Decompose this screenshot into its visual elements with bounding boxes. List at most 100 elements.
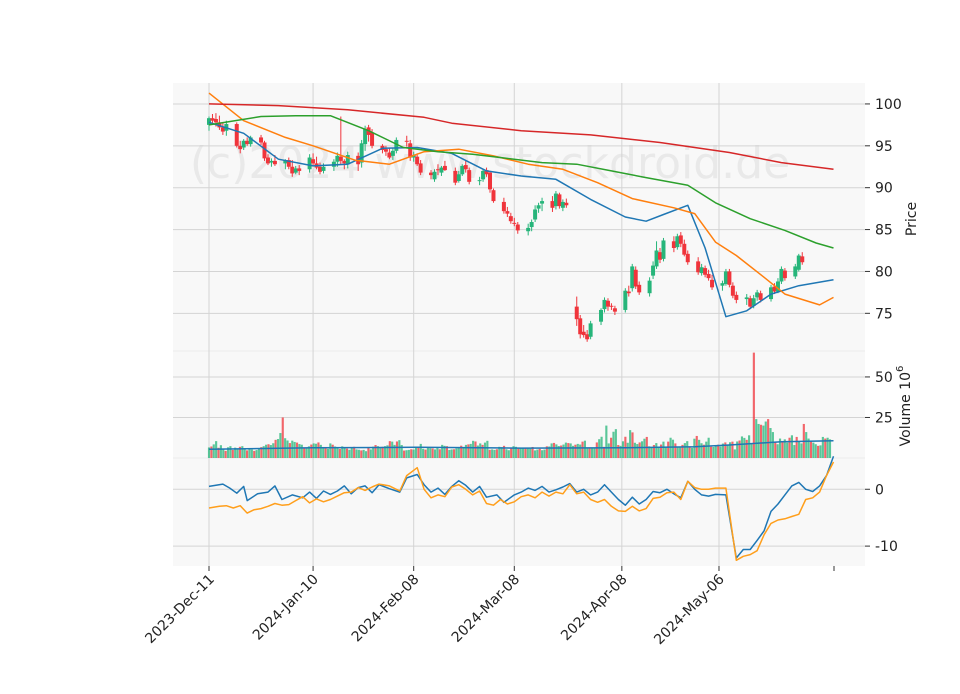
volume-bar bbox=[564, 442, 567, 458]
volume-bar bbox=[388, 441, 391, 458]
volume-bar bbox=[750, 443, 753, 458]
candle-body bbox=[307, 157, 312, 170]
volume-bar bbox=[648, 446, 651, 458]
moving-average-line bbox=[208, 114, 834, 249]
volume-bar bbox=[460, 445, 463, 458]
volume-bar bbox=[800, 443, 803, 458]
volume-bar bbox=[374, 445, 377, 458]
volume-bar bbox=[812, 442, 815, 458]
volume-bar bbox=[717, 444, 720, 458]
volume-bar bbox=[631, 432, 634, 458]
volume-bar bbox=[307, 446, 311, 458]
candle-body bbox=[536, 205, 541, 209]
volume-bar bbox=[291, 440, 294, 458]
volume-bar bbox=[595, 442, 598, 458]
candle-body bbox=[720, 283, 725, 286]
candle-body bbox=[540, 201, 545, 204]
volume-bar bbox=[398, 440, 401, 458]
volume-bar bbox=[633, 442, 636, 458]
volume-bar bbox=[469, 443, 472, 458]
volume-bar bbox=[767, 419, 770, 458]
candle-body bbox=[411, 155, 416, 158]
volume-bar bbox=[690, 447, 694, 458]
volume-bar bbox=[212, 444, 215, 458]
volume-bar bbox=[736, 441, 739, 458]
volume-bar bbox=[476, 445, 479, 458]
candle-body bbox=[463, 165, 468, 170]
volume-bar bbox=[305, 447, 308, 458]
volume-bar bbox=[643, 438, 646, 458]
volume-bar bbox=[272, 443, 275, 458]
candle-body bbox=[453, 170, 458, 183]
volume-bar bbox=[774, 441, 777, 458]
volume-bar bbox=[521, 448, 525, 458]
volume-bar bbox=[262, 446, 265, 458]
volume-bar bbox=[250, 449, 253, 458]
volume-bar bbox=[655, 443, 658, 458]
volume-bar bbox=[326, 448, 330, 458]
volume-bar bbox=[776, 444, 779, 458]
volume-bar bbox=[783, 439, 786, 458]
volume-bar bbox=[260, 447, 263, 458]
volume-bar bbox=[236, 448, 239, 458]
volume-bar bbox=[231, 449, 234, 458]
moving-average-line bbox=[208, 92, 834, 306]
volume-bar bbox=[474, 441, 477, 458]
candle-body bbox=[484, 170, 489, 175]
volume-bar bbox=[795, 436, 798, 458]
volume-bar bbox=[759, 424, 763, 458]
candle-body bbox=[769, 287, 774, 300]
candle-body bbox=[488, 172, 493, 190]
candle-body bbox=[800, 256, 805, 263]
volume-bar bbox=[443, 445, 446, 458]
volume-bar bbox=[638, 442, 641, 458]
x-tick-label: 2023-Dec-11 bbox=[142, 572, 217, 647]
volume-bar bbox=[636, 444, 639, 458]
volume-bar bbox=[452, 449, 456, 458]
volume-bar bbox=[778, 438, 782, 458]
volume-bar bbox=[448, 449, 451, 458]
volume-bar bbox=[583, 440, 587, 458]
candle-body bbox=[241, 140, 246, 148]
candle-body bbox=[394, 139, 399, 151]
volume-bar bbox=[748, 435, 751, 458]
candle-body bbox=[418, 163, 423, 173]
candle-body bbox=[342, 160, 347, 164]
volume-bar bbox=[348, 449, 351, 458]
price-y-tick-label: 80 bbox=[875, 264, 893, 280]
volume-bar bbox=[219, 445, 222, 458]
volume-bar bbox=[464, 444, 468, 458]
volume-bar bbox=[207, 447, 211, 458]
volume-bar bbox=[300, 444, 303, 458]
volume-bar bbox=[740, 436, 744, 458]
volume-bar bbox=[338, 448, 341, 458]
volume-bar bbox=[226, 447, 230, 458]
volume-bar bbox=[743, 437, 746, 458]
volume-bar bbox=[788, 437, 791, 458]
volume-bar bbox=[819, 445, 822, 458]
volume-bar bbox=[674, 443, 677, 458]
volume-bar bbox=[493, 449, 496, 458]
volume-bar bbox=[552, 442, 556, 458]
volume-bar bbox=[405, 450, 408, 458]
volume-bar bbox=[519, 447, 522, 458]
volume-y-tick-label: 25 bbox=[875, 410, 893, 426]
candle-body bbox=[435, 169, 440, 171]
candle-body bbox=[793, 266, 798, 277]
volume-bar bbox=[567, 443, 570, 458]
candle-body bbox=[477, 180, 482, 182]
candle-body bbox=[293, 168, 298, 173]
x-tick-label: 2024-Feb-08 bbox=[349, 572, 423, 646]
candle-body bbox=[501, 201, 506, 212]
volume-bar bbox=[545, 446, 548, 458]
volume-bar bbox=[543, 449, 546, 458]
volume-bar bbox=[457, 446, 460, 458]
volume-bar bbox=[455, 448, 458, 458]
candle-body bbox=[290, 166, 295, 174]
volume-bar bbox=[393, 444, 396, 458]
volume-bar bbox=[381, 446, 384, 458]
volume-bar bbox=[786, 442, 789, 458]
candle-body bbox=[335, 155, 340, 162]
oscillator-y-tick-label: 0 bbox=[875, 482, 884, 498]
volume-bar bbox=[557, 446, 560, 458]
